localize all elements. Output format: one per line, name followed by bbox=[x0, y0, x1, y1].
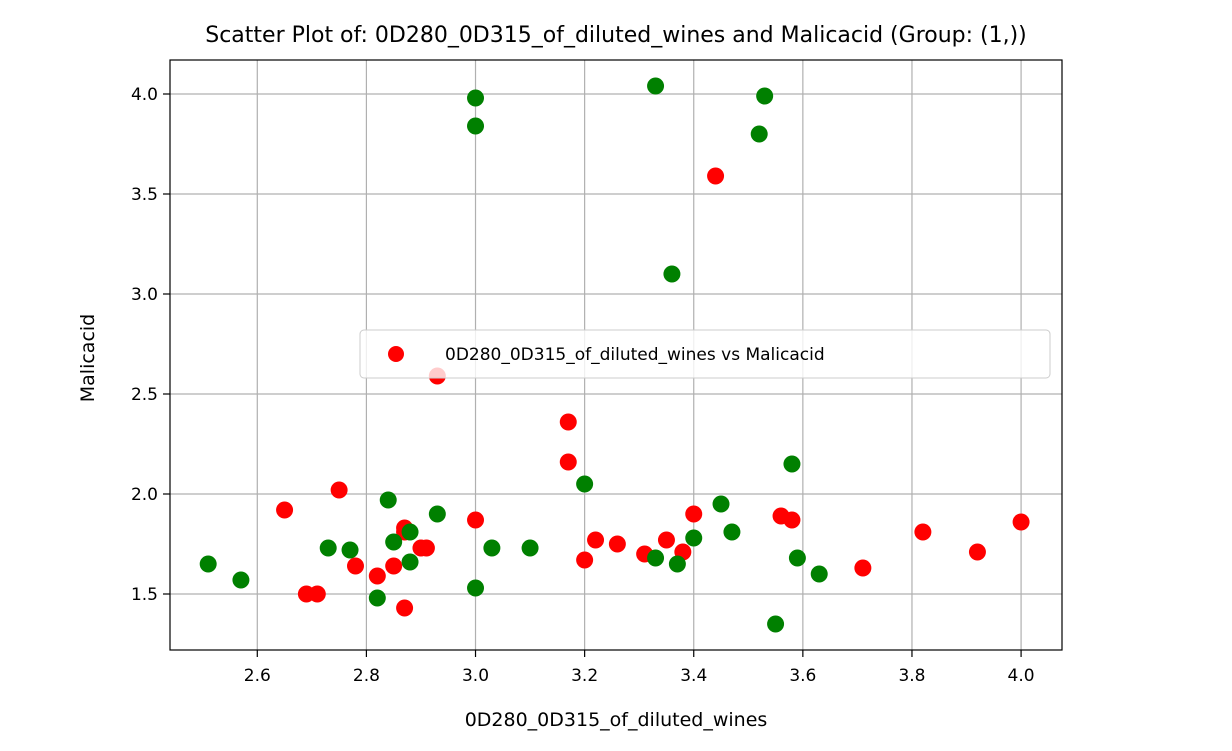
data-point bbox=[385, 557, 403, 575]
data-point bbox=[368, 589, 386, 607]
data-point bbox=[576, 551, 594, 569]
data-point bbox=[330, 481, 348, 499]
data-point bbox=[783, 455, 801, 473]
data-point bbox=[810, 565, 828, 583]
data-point bbox=[968, 543, 986, 561]
data-point bbox=[788, 549, 806, 567]
y-tick-label: 4.0 bbox=[131, 85, 158, 105]
data-point bbox=[587, 531, 605, 549]
x-tick-label: 3.6 bbox=[789, 666, 816, 686]
data-point bbox=[521, 539, 539, 557]
data-point bbox=[368, 567, 386, 585]
x-axis-label: 0D280_0D315_of_diluted_wines bbox=[465, 709, 768, 731]
data-point bbox=[346, 557, 364, 575]
y-axis-label: Malicacid bbox=[77, 314, 99, 402]
data-point bbox=[750, 125, 768, 143]
data-point bbox=[663, 265, 681, 283]
data-point bbox=[199, 555, 217, 573]
data-point bbox=[341, 541, 359, 559]
data-point bbox=[647, 549, 665, 567]
x-tick-label: 3.2 bbox=[571, 666, 598, 686]
data-point bbox=[396, 599, 414, 617]
data-point bbox=[668, 555, 686, 573]
data-point bbox=[767, 615, 785, 633]
data-point bbox=[608, 535, 626, 553]
data-point bbox=[483, 539, 501, 557]
data-point bbox=[685, 529, 703, 547]
x-tick-label: 2.8 bbox=[353, 666, 380, 686]
data-point bbox=[657, 531, 675, 549]
data-point bbox=[559, 453, 577, 471]
x-tick-label: 3.0 bbox=[462, 666, 489, 686]
legend-box bbox=[359, 329, 1051, 379]
data-point bbox=[756, 87, 774, 105]
data-point bbox=[854, 559, 872, 577]
data-point bbox=[319, 539, 337, 557]
chart-title: Scatter Plot of: 0D280_0D315_of_diluted_… bbox=[205, 23, 1027, 48]
data-point bbox=[712, 495, 730, 513]
y-tick-label: 3.5 bbox=[131, 185, 158, 205]
x-tick-label: 4.0 bbox=[1008, 666, 1035, 686]
data-point bbox=[723, 523, 741, 541]
plot-frame bbox=[169, 59, 1063, 651]
y-axis-ticks: 1.5 2.0 2.5 3.0 3.5 4.0 bbox=[131, 85, 170, 605]
y-tick-label: 2.0 bbox=[131, 485, 158, 505]
data-point bbox=[401, 523, 419, 541]
data-point bbox=[232, 571, 250, 589]
data-point bbox=[276, 501, 294, 519]
data-point bbox=[647, 77, 665, 95]
data-point bbox=[1012, 513, 1030, 531]
data-point bbox=[559, 413, 577, 431]
data-point bbox=[467, 579, 485, 597]
data-point bbox=[308, 585, 326, 603]
legend-marker bbox=[388, 346, 404, 362]
data-point bbox=[417, 539, 435, 557]
data-point bbox=[467, 117, 485, 135]
x-tick-label: 2.6 bbox=[244, 666, 271, 686]
x-tick-label: 3.8 bbox=[898, 666, 925, 686]
data-point bbox=[914, 523, 932, 541]
data-point bbox=[685, 505, 703, 523]
data-point bbox=[783, 511, 801, 529]
data-point bbox=[707, 167, 725, 185]
data-point bbox=[385, 533, 403, 551]
y-tick-label: 1.5 bbox=[131, 585, 158, 605]
data-point bbox=[467, 89, 485, 107]
data-point bbox=[401, 553, 419, 571]
data-point bbox=[467, 511, 485, 529]
data-point bbox=[576, 475, 594, 493]
y-tick-label: 3.0 bbox=[131, 285, 158, 305]
data-point bbox=[428, 505, 446, 523]
x-tick-label: 3.4 bbox=[680, 666, 707, 686]
x-axis-ticks: 2.6 2.8 3.0 3.2 3.4 3.6 3.8 4.0 bbox=[244, 650, 1035, 686]
data-point bbox=[379, 491, 397, 509]
y-tick-label: 2.5 bbox=[131, 385, 158, 405]
legend: 0D280_0D315_of_diluted_wines vs Malicaci… bbox=[359, 329, 1051, 379]
legend-label: 0D280_0D315_of_diluted_wines vs Malicaci… bbox=[445, 345, 825, 365]
